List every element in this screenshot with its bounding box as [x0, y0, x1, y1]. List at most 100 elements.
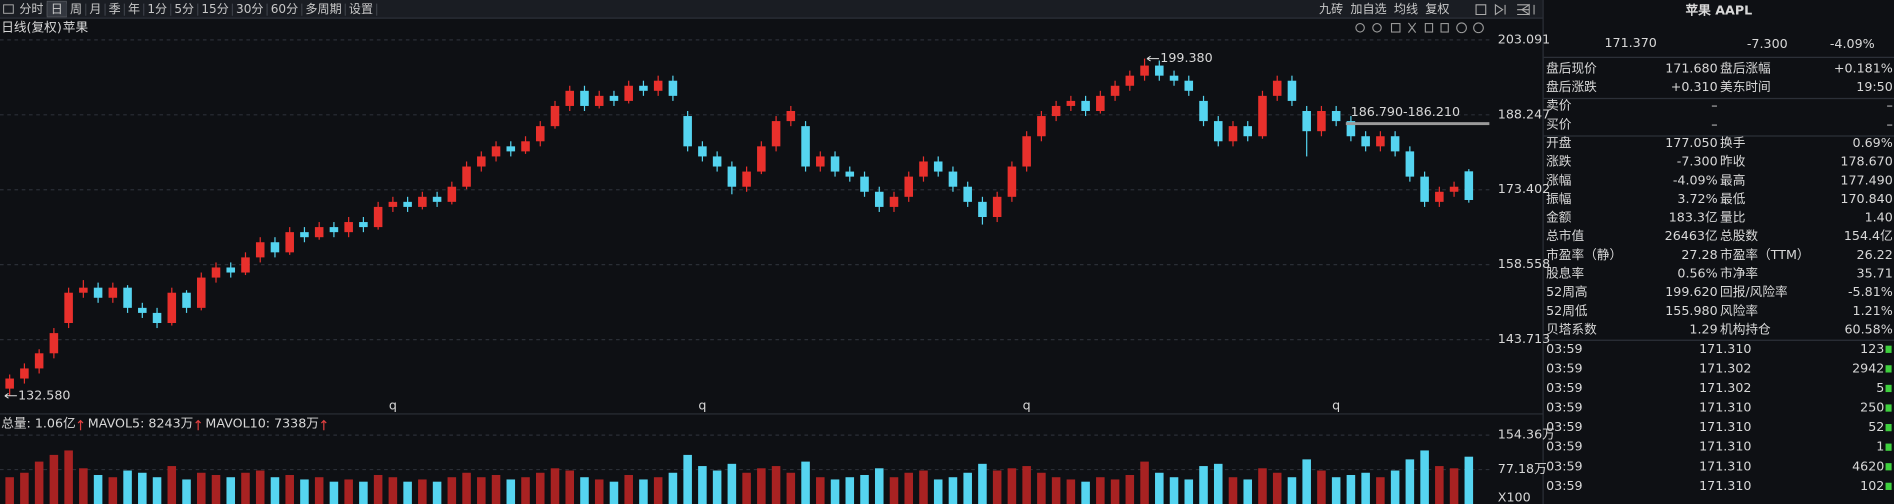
toolbar-item[interactable]: 分时	[19, 2, 43, 16]
candle-body	[624, 85, 633, 101]
volume-bar	[874, 468, 884, 504]
volume-bar	[241, 472, 250, 504]
candle-body	[196, 277, 206, 308]
quote-label: 振幅	[1546, 191, 1572, 206]
high-label: 199.380	[1160, 50, 1212, 65]
candle-body	[845, 171, 855, 177]
trade-price: 171.310	[1699, 341, 1751, 356]
quote-value: 26463亿	[1665, 228, 1718, 243]
toolbar-item[interactable]: 均线	[1394, 2, 1418, 16]
quote-price: 171.370	[1604, 35, 1656, 50]
trade-volume: 123	[1860, 341, 1884, 356]
toolbar-item[interactable]: 30分	[236, 2, 263, 16]
candle-body	[5, 378, 14, 389]
toolbar-item[interactable]: 月	[89, 2, 101, 16]
volume-bar	[152, 477, 162, 504]
trade-price: 171.310	[1699, 419, 1751, 434]
quote-change: -7.300	[1747, 36, 1788, 51]
quote-label: 盘后涨跌	[1546, 79, 1597, 94]
volume-bar	[1051, 477, 1061, 504]
volume-bar	[639, 479, 648, 504]
toolbar-icon[interactable]	[1494, 3, 1506, 16]
volume-bar	[521, 477, 530, 504]
volume-bar	[1361, 472, 1370, 504]
y-tick-label: 77.18万	[1498, 461, 1547, 476]
candle-body	[314, 227, 324, 238]
volume-bar	[167, 466, 177, 504]
volume-bar	[742, 472, 751, 504]
event-marker[interactable]: q	[389, 398, 397, 413]
volume-bar	[1449, 468, 1459, 504]
candle-body	[138, 307, 147, 313]
candle-body	[653, 80, 663, 91]
toolbar-icon[interactable]	[1520, 3, 1535, 16]
event-marker[interactable]: q	[1023, 398, 1031, 413]
volume-bar	[418, 479, 427, 504]
toolbar-item[interactable]: 60分	[271, 2, 298, 16]
candle-body	[1390, 136, 1400, 152]
candle-body	[506, 146, 516, 152]
candle-body	[948, 171, 958, 187]
y-tick-label: 158.558	[1498, 256, 1550, 271]
toolbar-item[interactable]: 1分	[147, 2, 167, 16]
toolbar-item[interactable]: 季	[109, 2, 121, 16]
candle-body	[1007, 166, 1017, 197]
low-label: 132.580	[18, 387, 70, 402]
toolbar-item[interactable]: 日	[51, 2, 63, 16]
toolbar-bg	[0, 0, 1543, 19]
volume-bar	[5, 477, 14, 504]
candle-body	[978, 201, 987, 218]
event-marker[interactable]: q	[1332, 398, 1340, 413]
volume-bar	[535, 472, 545, 504]
toolbar-item[interactable]: 加自选	[1350, 2, 1386, 16]
quote-label: 风险率	[1720, 303, 1758, 318]
quote-value: +0.310	[1671, 79, 1718, 94]
quote-label: 市净率	[1720, 266, 1758, 281]
toolbar-item[interactable]: 周	[70, 2, 82, 16]
quote-value: 0.69%	[1853, 135, 1893, 150]
volume-bar	[388, 477, 398, 504]
toolbar-item[interactable]: 多周期	[305, 2, 341, 16]
toolbar-item[interactable]: 年	[128, 2, 140, 16]
candle-body	[639, 85, 648, 91]
volume-bar	[963, 472, 972, 504]
event-marker[interactable]: q	[698, 398, 706, 413]
chart-subtitle: 苹果	[63, 19, 89, 34]
toolbar-item[interactable]: 九砖	[1319, 1, 1343, 16]
candle-body	[1125, 75, 1135, 86]
quote-value: 19:50	[1856, 79, 1893, 94]
quote-label: 开盘	[1546, 135, 1572, 150]
volume-bar	[1317, 470, 1326, 504]
toolbar-item[interactable]: 5分	[174, 2, 194, 16]
candle-body	[1435, 191, 1444, 202]
volume-bar	[1140, 461, 1149, 504]
candle-body	[49, 333, 59, 354]
volume-bar	[948, 477, 958, 504]
candle-body	[211, 267, 221, 278]
volume-bar	[329, 481, 339, 504]
toolbar-icon[interactable]	[1475, 4, 1487, 16]
toolbar-item[interactable]: 15分	[201, 2, 228, 16]
volume-bar	[506, 479, 516, 504]
candle-body	[1228, 126, 1238, 142]
candle-body	[1037, 116, 1046, 137]
volume-legend: MAVOL5: 8243万	[88, 416, 194, 431]
quote-label: 52周高	[1546, 284, 1587, 299]
candle-body	[860, 176, 869, 192]
candle-body	[1287, 80, 1297, 101]
quote-value: 178.670	[1840, 154, 1892, 169]
volume-bar	[594, 479, 604, 504]
toolbar-item[interactable]: 设置	[349, 2, 373, 16]
quote-value: 177.490	[1840, 172, 1892, 187]
volume-bar	[889, 477, 899, 504]
quote-value: 171.680	[1665, 60, 1717, 75]
volume-bar	[757, 468, 766, 504]
toolbar-icon[interactable]	[1517, 4, 1530, 16]
toolbar-item[interactable]: 复权	[1425, 2, 1449, 16]
chart-tools[interactable]	[1355, 22, 1484, 34]
candle-body	[123, 287, 132, 308]
candle-body	[1361, 136, 1370, 147]
candle-body	[241, 257, 250, 273]
candle-body	[167, 292, 177, 324]
y-tick-label: 173.402	[1498, 181, 1550, 196]
